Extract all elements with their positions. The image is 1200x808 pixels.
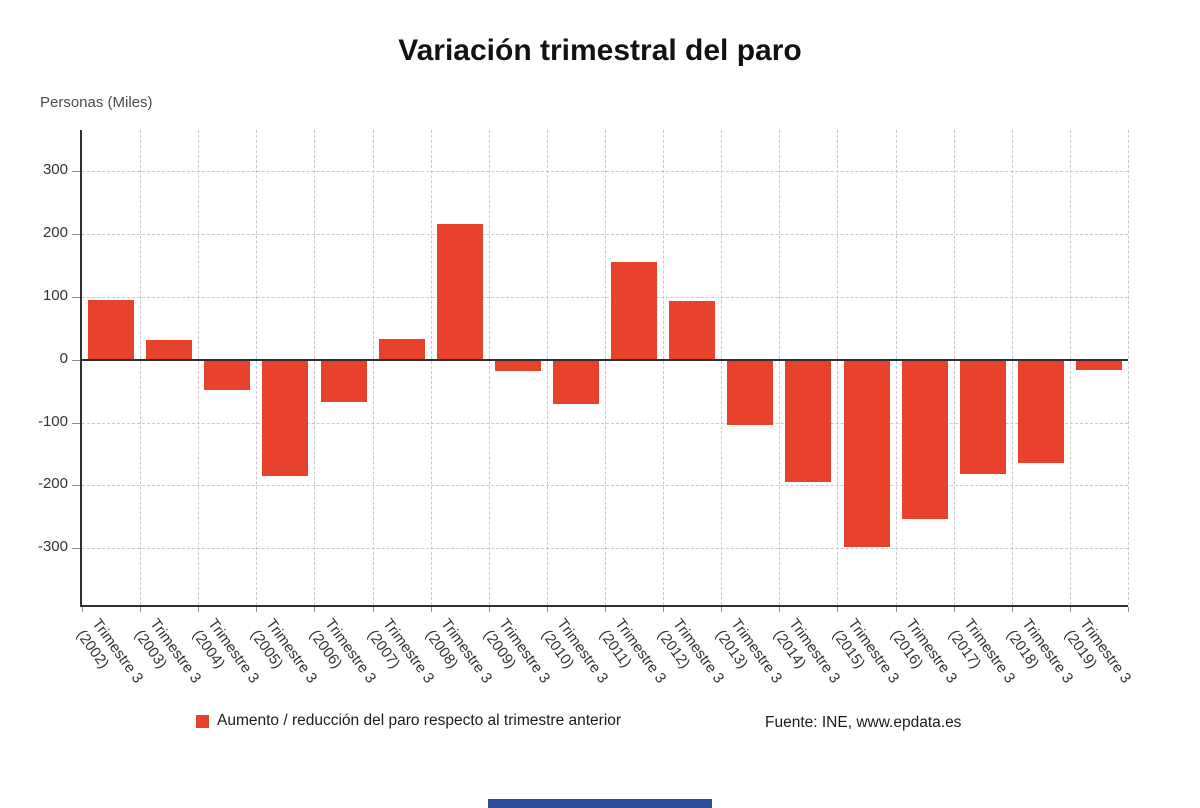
x-tick-mark xyxy=(779,607,781,612)
grid-line-vertical xyxy=(663,130,665,605)
y-tick-mark xyxy=(72,233,80,235)
bar[interactable] xyxy=(320,359,367,403)
grid-line-vertical xyxy=(140,130,142,605)
grid-line-vertical xyxy=(605,130,606,605)
y-tick-label: 200 xyxy=(42,223,68,241)
x-tick-label: Trimestre 3 (2013) xyxy=(712,615,786,687)
bar[interactable] xyxy=(88,300,135,360)
x-tick-label: Trimestre 3 (2002) xyxy=(73,615,147,687)
y-tick-label: -100 xyxy=(37,412,68,430)
bar[interactable] xyxy=(146,339,193,360)
footer-brand-bar xyxy=(488,799,712,808)
x-tick-label: Trimestre 3 (2007) xyxy=(363,615,438,687)
x-tick-label: Trimestre 3 (2012) xyxy=(654,615,728,687)
bar[interactable] xyxy=(494,359,541,371)
grid-line-vertical xyxy=(1128,130,1129,605)
grid-line-vertical xyxy=(198,130,200,605)
bar[interactable] xyxy=(901,359,948,520)
bar[interactable] xyxy=(552,359,599,404)
x-tick-label: Trimestre 3 (2005) xyxy=(247,615,321,687)
y-axis-line xyxy=(80,130,82,607)
x-tick-mark xyxy=(895,607,897,612)
x-tick-mark xyxy=(1011,607,1013,612)
y-tick-label: 100 xyxy=(42,286,68,304)
x-tick-label: Trimestre 3 (2016) xyxy=(886,615,961,687)
grid-line-vertical xyxy=(256,130,258,605)
y-tick-mark xyxy=(72,485,80,487)
bar[interactable] xyxy=(204,359,251,390)
grid-line-vertical xyxy=(1069,130,1071,605)
grid-line-vertical xyxy=(546,130,548,605)
x-tick-label: Trimestre 3 (2017) xyxy=(944,615,1019,687)
grid-line-vertical xyxy=(779,130,781,605)
bar[interactable] xyxy=(1017,359,1064,463)
x-tick-label: Trimestre 3 (2004) xyxy=(189,615,263,687)
grid-line-vertical xyxy=(430,130,432,605)
x-tick-mark xyxy=(546,607,548,612)
grid-line-vertical xyxy=(953,130,955,605)
grid-line-vertical xyxy=(837,130,839,605)
chart-title: Variación trimestral del paro xyxy=(398,34,802,67)
zero-line xyxy=(82,358,1128,361)
x-tick-label: Trimestre 3 (2019) xyxy=(1061,615,1135,687)
x-tick-mark xyxy=(82,607,83,612)
bar[interactable] xyxy=(727,359,774,426)
y-tick-mark xyxy=(72,296,80,298)
bar[interactable] xyxy=(669,301,716,360)
x-tick-label: Trimestre 3 (2011) xyxy=(596,615,670,687)
x-tick-mark xyxy=(1128,607,1129,612)
y-tick-mark xyxy=(72,170,80,172)
x-axis-line xyxy=(80,605,1128,607)
y-tick-mark xyxy=(72,548,80,550)
x-tick-label: Trimestre 3 (2010) xyxy=(538,615,612,687)
y-tick-mark xyxy=(72,359,80,361)
x-tick-mark xyxy=(488,607,490,612)
bar[interactable] xyxy=(262,359,309,477)
grid-line-vertical xyxy=(1011,130,1013,605)
x-tick-mark xyxy=(1069,607,1071,612)
x-tick-mark xyxy=(721,607,723,612)
y-tick-label: 300 xyxy=(42,160,68,178)
legend-swatch-icon xyxy=(196,714,209,728)
x-tick-mark xyxy=(314,607,316,612)
bar[interactable] xyxy=(959,359,1006,475)
grid-line-vertical xyxy=(488,130,490,605)
source-credit: Fuente: INE, www.epdata.es xyxy=(765,714,962,731)
bar[interactable] xyxy=(843,359,890,548)
y-axis-title: Personas (Miles) xyxy=(40,94,153,111)
x-tick-label: Trimestre 3 (2008) xyxy=(421,615,496,687)
y-tick-label: 0 xyxy=(59,349,68,367)
x-tick-label: Trimestre 3 (2006) xyxy=(305,615,379,687)
legend-label: Aumento / reducción del paro respecto al… xyxy=(217,712,622,729)
y-tick-label: -200 xyxy=(37,475,68,493)
x-tick-mark xyxy=(837,607,839,612)
x-tick-label: Trimestre 3 (2009) xyxy=(479,615,554,687)
x-tick-mark xyxy=(372,607,374,612)
y-tick-label: -300 xyxy=(37,538,68,556)
bar[interactable] xyxy=(378,338,425,360)
x-tick-mark xyxy=(140,607,142,612)
grid-line-vertical xyxy=(314,130,316,605)
x-tick-mark xyxy=(256,607,258,612)
x-tick-label: Trimestre 3 (2003) xyxy=(131,615,205,687)
x-tick-mark xyxy=(953,607,955,612)
x-tick-mark xyxy=(605,607,606,612)
x-tick-mark xyxy=(430,607,432,612)
x-tick-mark xyxy=(198,607,200,612)
grid-line-vertical xyxy=(895,130,897,605)
x-tick-label: Trimestre 3 (2014) xyxy=(770,615,844,687)
grid-line-vertical xyxy=(721,130,723,605)
grid-line-vertical xyxy=(372,130,374,605)
bar[interactable] xyxy=(785,359,832,483)
bar[interactable] xyxy=(436,224,483,360)
x-tick-mark xyxy=(663,607,665,612)
y-tick-mark xyxy=(72,422,80,424)
bar[interactable] xyxy=(611,262,658,360)
x-tick-label: Trimestre 3 (2015) xyxy=(828,615,902,687)
x-tick-label: Trimestre 3 (2018) xyxy=(1002,615,1077,687)
legend-item[interactable]: Aumento / reducción del paro respecto al… xyxy=(196,712,621,730)
bar[interactable] xyxy=(1075,359,1122,370)
